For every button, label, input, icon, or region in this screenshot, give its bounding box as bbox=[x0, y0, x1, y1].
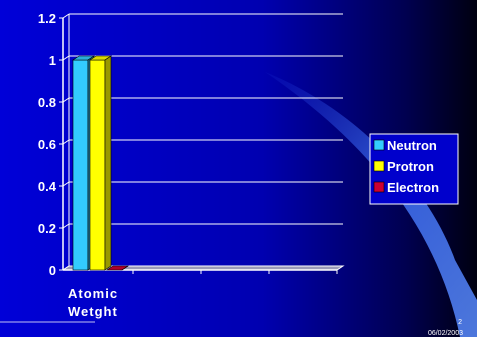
legend-item: Neutron bbox=[373, 138, 437, 153]
gridline-side bbox=[62, 223, 70, 229]
bar-front bbox=[89, 59, 106, 271]
bar-front bbox=[72, 59, 89, 271]
bars bbox=[72, 55, 129, 271]
legend: Neutron Protron Electron bbox=[369, 133, 459, 205]
gridline-side bbox=[62, 13, 70, 19]
y-tick-label: 1.2 bbox=[38, 11, 56, 26]
x-category-labels: Atomic Wetght bbox=[68, 286, 118, 319]
legend-box bbox=[369, 133, 459, 205]
y-tick-label: 0.2 bbox=[38, 221, 56, 236]
bar-side bbox=[104, 55, 112, 271]
legend-label: Electron bbox=[387, 180, 439, 195]
footer-date: 06/02/2003 bbox=[428, 330, 463, 337]
decorative-swoosh bbox=[265, 72, 477, 337]
legend-item: Electron bbox=[373, 180, 439, 195]
y-tick-label: 0 bbox=[49, 263, 56, 278]
gridline-side bbox=[62, 97, 70, 103]
gridline-side bbox=[62, 139, 70, 145]
bar-protron bbox=[89, 55, 112, 271]
y-tick-label: 0.6 bbox=[38, 137, 56, 152]
x-category-label: Atomic bbox=[68, 286, 118, 301]
legend-label: Protron bbox=[387, 159, 434, 174]
legend-label: Neutron bbox=[387, 138, 437, 153]
y-tick-label: 0.4 bbox=[38, 179, 57, 194]
x-category-label: Wetght bbox=[68, 304, 118, 319]
bar-side bbox=[121, 265, 129, 271]
legend-swatch bbox=[373, 139, 385, 151]
gridline-side bbox=[62, 181, 70, 187]
y-tick-labels: 0 0.2 0.4 0.6 0.8 1 1.2 bbox=[38, 11, 57, 278]
y-tick-label: 1 bbox=[49, 53, 56, 68]
legend-swatch bbox=[373, 160, 385, 172]
legend-item: Protron bbox=[373, 159, 434, 174]
legend-swatch bbox=[373, 181, 385, 193]
bar-electron bbox=[106, 265, 129, 271]
page-number: 2 bbox=[458, 319, 462, 326]
y-tick-label: 0.8 bbox=[38, 95, 56, 110]
gridline-side bbox=[62, 55, 70, 61]
